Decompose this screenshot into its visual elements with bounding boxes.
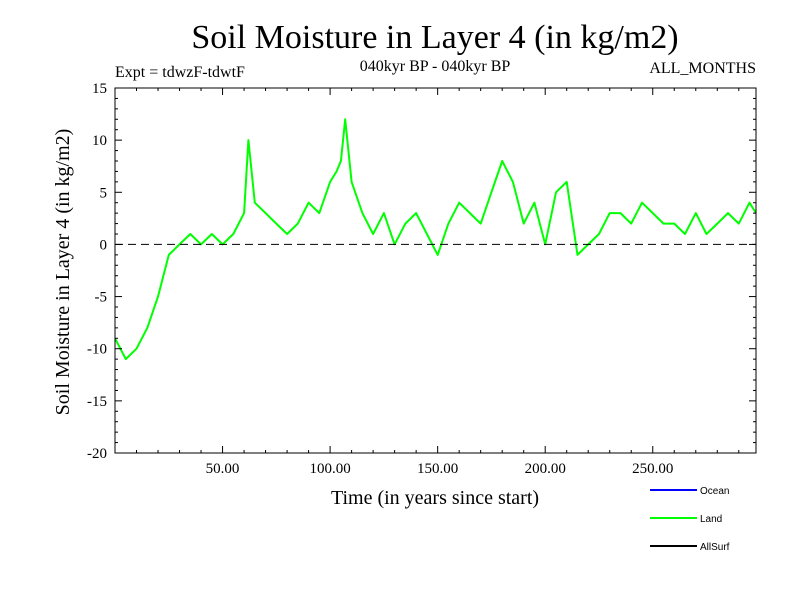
x-tick-label: 100.00 — [309, 461, 350, 477]
y-tick-label: 0 — [100, 237, 108, 253]
x-tick-label: 200.00 — [525, 461, 566, 477]
y-tick-label: 10 — [92, 133, 107, 149]
plot-frame — [114, 87, 757, 454]
series-line-land — [115, 118, 756, 361]
legend-label-allsurf: AllSurf — [700, 542, 730, 553]
plot-area: -20 -15 -10 -5 0 5 10 15 50.00 100.00 150.00 200.00… — [87, 81, 757, 477]
y-tick-label: -10 — [87, 342, 107, 358]
legend-item-ocean: Ocean — [650, 486, 729, 497]
y-tick-label: 5 — [100, 185, 108, 201]
x-tick-label: 150.00 — [417, 461, 458, 477]
x-axis-label: Time (in years since start) — [331, 487, 539, 509]
months-label: ALL_MONTHS — [649, 60, 756, 77]
period-label: 040kyr BP - 040kyr BP — [360, 58, 511, 75]
legend-item-land: Land — [650, 514, 722, 525]
y-axis-label: Soil Moisture in Layer 4 (in kg/m2) — [52, 129, 74, 416]
x-tick-label: 250.00 — [632, 461, 673, 477]
legend-label-ocean: Ocean — [700, 486, 729, 497]
experiment-label: Expt = tdwzF-tdwtF — [115, 64, 245, 81]
legend-item-allsurf: AllSurf — [650, 542, 730, 553]
legend: Ocean Land AllSurf — [650, 486, 730, 553]
y-tick-label: -5 — [95, 290, 108, 306]
y-tick-label: 15 — [92, 81, 107, 97]
legend-label-land: Land — [700, 514, 722, 525]
x-tick-label: 50.00 — [206, 461, 240, 477]
y-tick-label: -20 — [87, 446, 107, 462]
y-tick-label: -15 — [87, 394, 107, 410]
chart-title: Soil Moisture in Layer 4 (in kg/m2) — [191, 19, 678, 56]
